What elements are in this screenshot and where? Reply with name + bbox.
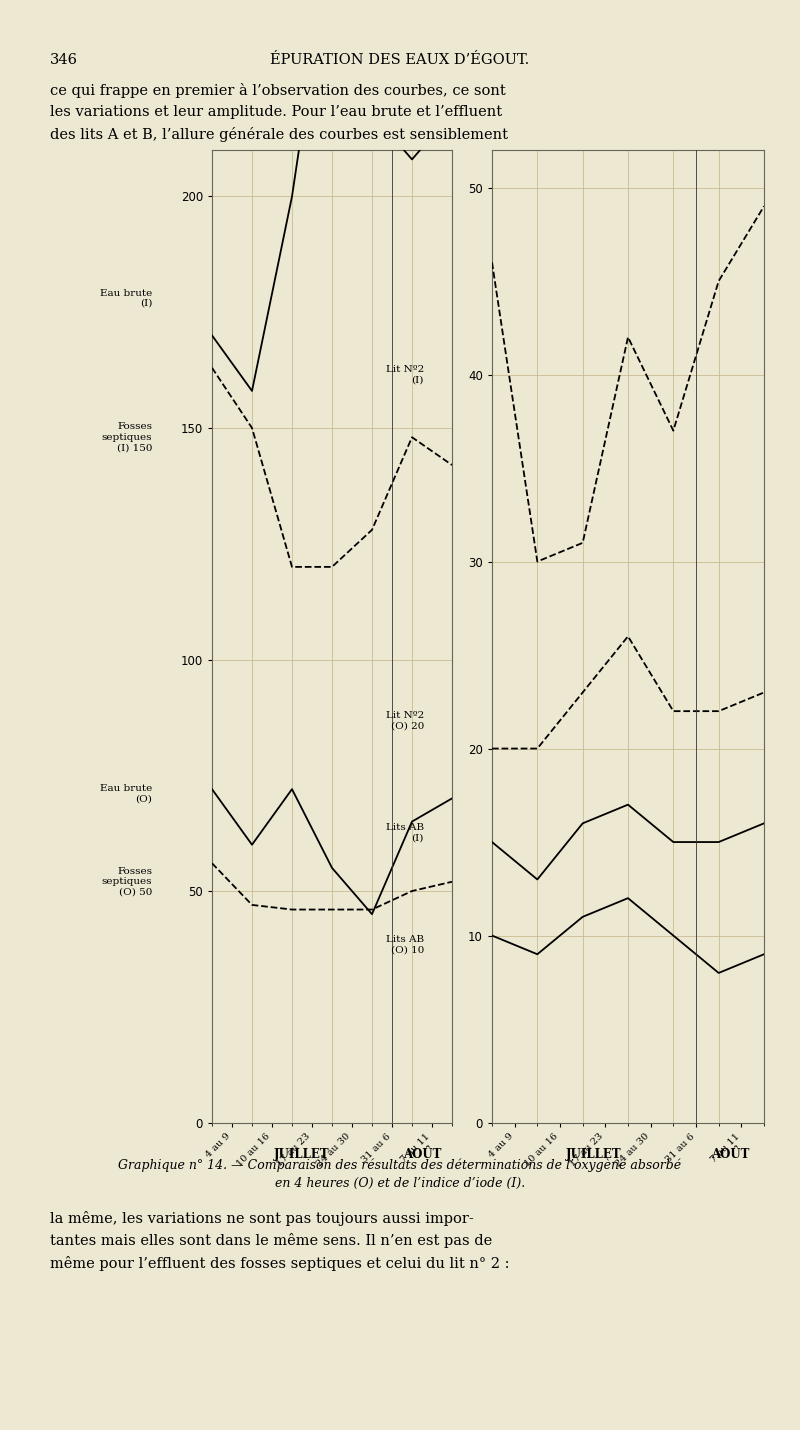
Text: Eau brute
(I): Eau brute (I): [100, 289, 152, 307]
Text: AOÛT: AOÛT: [711, 1148, 749, 1161]
Text: Lit Nº2
(I): Lit Nº2 (I): [386, 365, 424, 385]
Text: en 4 heures (O) et de l’indice d’iode (I).: en 4 heures (O) et de l’indice d’iode (I…: [275, 1177, 525, 1190]
Text: JUILLET: JUILLET: [566, 1148, 622, 1161]
Text: Lits AB
(O) 10: Lits AB (O) 10: [386, 935, 424, 955]
Text: Fosses
septiques
(I) 150: Fosses septiques (I) 150: [102, 422, 152, 452]
Text: les variations et leur amplitude. Pour l’eau brute et l’effluent: les variations et leur amplitude. Pour l…: [50, 106, 502, 119]
Text: tantes mais elles sont dans le même sens. Il n’en est pas de: tantes mais elles sont dans le même sens…: [50, 1233, 492, 1248]
Text: Lits AB
(I): Lits AB (I): [386, 824, 424, 842]
Text: des lits A et B, l’allure générale des courbes est sensiblement: des lits A et B, l’allure générale des c…: [50, 127, 508, 142]
Text: Eau brute
(O): Eau brute (O): [100, 784, 152, 804]
Text: JUILLET: JUILLET: [274, 1148, 330, 1161]
Text: AOÛT: AOÛT: [403, 1148, 441, 1161]
Text: la même, les variations ne sont pas toujours aussi impor-: la même, les variations ne sont pas touj…: [50, 1211, 474, 1226]
Text: Fosses
septiques
(O) 50: Fosses septiques (O) 50: [102, 867, 152, 897]
Text: ÉPURATION DES EAUX D’ÉGOUT.: ÉPURATION DES EAUX D’ÉGOUT.: [270, 53, 530, 67]
Text: même pour l’effluent des fosses septiques et celui du lit n° 2 :: même pour l’effluent des fosses septique…: [50, 1256, 509, 1270]
Text: ce qui frappe en premier à l’observation des courbes, ce sont: ce qui frappe en premier à l’observation…: [50, 83, 506, 97]
Text: Graphique n° 14. — Comparaison des résultats des déterminations de l’oxygène abs: Graphique n° 14. — Comparaison des résul…: [118, 1158, 682, 1171]
Text: 346: 346: [50, 53, 78, 67]
Text: Lit Nº2
(O) 20: Lit Nº2 (O) 20: [386, 711, 424, 731]
